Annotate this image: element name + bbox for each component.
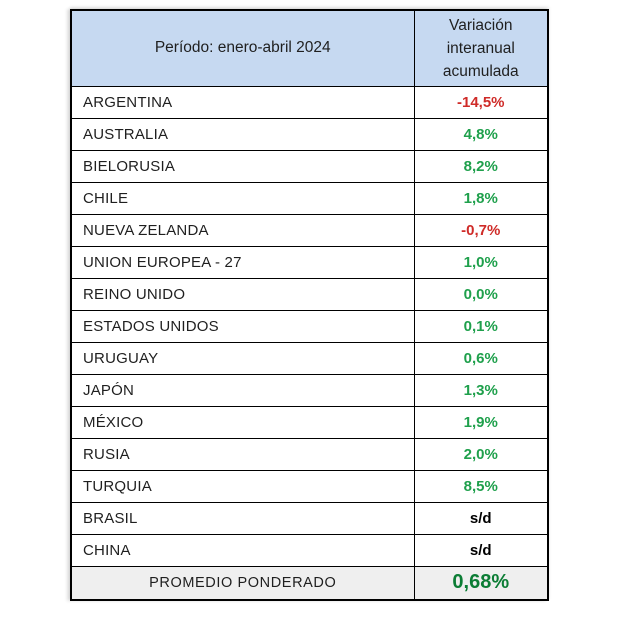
country-cell: RUSIA — [70, 437, 415, 471]
country-cell: URUGUAY — [70, 341, 415, 375]
table-body: ARGENTINA -14,5% AUSTRALIA 4,8% BIELORUS… — [70, 85, 549, 567]
footer-value: 0,68% — [413, 565, 549, 601]
value-cell: 0,6% — [413, 341, 549, 375]
value-cell: 0,0% — [413, 277, 549, 311]
value-cell: -0,7% — [413, 213, 549, 247]
country-cell: MÉXICO — [70, 405, 415, 439]
table-row: JAPÓN 1,3% — [70, 373, 549, 407]
table-row: UNION EUROPEA - 27 1,0% — [70, 245, 549, 279]
country-cell: UNION EUROPEA - 27 — [70, 245, 415, 279]
table-row: TURQUIA 8,5% — [70, 469, 549, 503]
table-row: NUEVA ZELANDA -0,7% — [70, 213, 549, 247]
header-row: Período: enero-abril 2024 Variación inte… — [70, 9, 549, 87]
value-cell: s/d — [413, 501, 549, 535]
value-header-cell: Variación interanual acumulada — [413, 9, 549, 87]
table-row: RUSIA 2,0% — [70, 437, 549, 471]
country-cell: TURQUIA — [70, 469, 415, 503]
table-row: BIELORUSIA 8,2% — [70, 149, 549, 183]
table-row: REINO UNIDO 0,0% — [70, 277, 549, 311]
footer-label: PROMEDIO PONDERADO — [70, 565, 415, 601]
country-cell: AUSTRALIA — [70, 117, 415, 151]
value-cell: 1,8% — [413, 181, 549, 215]
country-cell: REINO UNIDO — [70, 277, 415, 311]
period-header-cell: Período: enero-abril 2024 — [70, 9, 415, 87]
country-cell: BRASIL — [70, 501, 415, 535]
country-cell: JAPÓN — [70, 373, 415, 407]
table-row: URUGUAY 0,6% — [70, 341, 549, 375]
value-cell: 1,3% — [413, 373, 549, 407]
value-cell: 2,0% — [413, 437, 549, 471]
table-row: ARGENTINA -14,5% — [70, 85, 549, 119]
value-cell: 0,1% — [413, 309, 549, 343]
value-cell: s/d — [413, 533, 549, 567]
table-header: Período: enero-abril 2024 Variación inte… — [70, 9, 549, 87]
country-cell: ESTADOS UNIDOS — [70, 309, 415, 343]
value-cell: 8,2% — [413, 149, 549, 183]
country-cell: ARGENTINA — [70, 85, 415, 119]
value-cell: -14,5% — [413, 85, 549, 119]
table-row: AUSTRALIA 4,8% — [70, 117, 549, 151]
table-row: MÉXICO 1,9% — [70, 405, 549, 439]
variation-table-container: Período: enero-abril 2024 Variación inte… — [70, 9, 549, 601]
table-row: BRASIL s/d — [70, 501, 549, 535]
country-cell: CHINA — [70, 533, 415, 567]
table-row: CHILE 1,8% — [70, 181, 549, 215]
country-cell: NUEVA ZELANDA — [70, 213, 415, 247]
footer-row: PROMEDIO PONDERADO 0,68% — [70, 565, 549, 601]
value-cell: 8,5% — [413, 469, 549, 503]
country-cell: BIELORUSIA — [70, 149, 415, 183]
value-cell: 1,0% — [413, 245, 549, 279]
table-footer: PROMEDIO PONDERADO 0,68% — [70, 565, 549, 601]
value-cell: 4,8% — [413, 117, 549, 151]
country-cell: CHILE — [70, 181, 415, 215]
table-row: CHINA s/d — [70, 533, 549, 567]
value-cell: 1,9% — [413, 405, 549, 439]
table-row: ESTADOS UNIDOS 0,1% — [70, 309, 549, 343]
variation-table: Período: enero-abril 2024 Variación inte… — [70, 9, 549, 601]
